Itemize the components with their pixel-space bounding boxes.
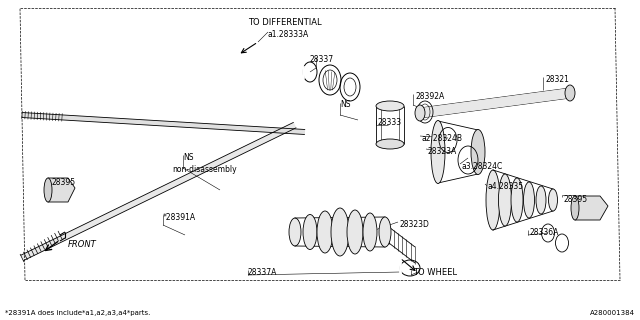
Ellipse shape [486,170,500,230]
Text: *28391A does include*a1,a2,a3,a4*parts.: *28391A does include*a1,a2,a3,a4*parts. [5,310,150,316]
Text: a4.28335: a4.28335 [487,182,523,191]
Ellipse shape [44,178,52,202]
Polygon shape [575,196,608,220]
Text: FRONT: FRONT [68,240,97,249]
Text: TO WHEEL: TO WHEEL [413,268,457,277]
Text: 28323D: 28323D [400,220,430,229]
Text: 28336A: 28336A [530,228,559,237]
Ellipse shape [317,211,333,253]
Text: TO DIFFERENTIAL: TO DIFFERENTIAL [248,18,322,27]
Text: *28391A: *28391A [163,213,196,222]
Ellipse shape [289,218,301,246]
Text: 28337: 28337 [310,55,334,64]
Text: a2.28324B: a2.28324B [422,134,463,143]
Text: a1.28333A: a1.28333A [268,30,309,39]
Text: 28392A: 28392A [415,92,444,101]
Text: A280001384: A280001384 [590,310,635,316]
Text: 28395: 28395 [52,178,76,187]
Polygon shape [22,113,305,134]
Polygon shape [48,178,75,202]
Ellipse shape [376,139,404,149]
Ellipse shape [536,186,546,214]
Ellipse shape [511,178,523,222]
Ellipse shape [571,196,579,220]
Ellipse shape [376,101,404,111]
Ellipse shape [347,210,363,254]
Text: non-disassembly: non-disassembly [172,165,237,174]
Ellipse shape [379,217,391,247]
Ellipse shape [303,214,317,250]
Text: 28395: 28395 [564,195,588,204]
Ellipse shape [548,189,557,211]
Text: NS: NS [340,100,351,109]
Ellipse shape [499,174,511,226]
Ellipse shape [471,130,485,174]
Ellipse shape [565,85,575,101]
Ellipse shape [431,121,445,183]
Text: 28333: 28333 [378,118,402,127]
Text: a3.28324C: a3.28324C [462,162,503,171]
Polygon shape [20,122,296,261]
Ellipse shape [415,105,425,121]
Ellipse shape [363,213,377,251]
Polygon shape [420,88,570,118]
Text: 28337A: 28337A [248,268,277,277]
Ellipse shape [524,182,534,218]
Ellipse shape [331,208,349,256]
Text: 28321: 28321 [545,75,569,84]
Text: NS: NS [183,153,193,162]
Text: 28323A: 28323A [428,147,457,156]
